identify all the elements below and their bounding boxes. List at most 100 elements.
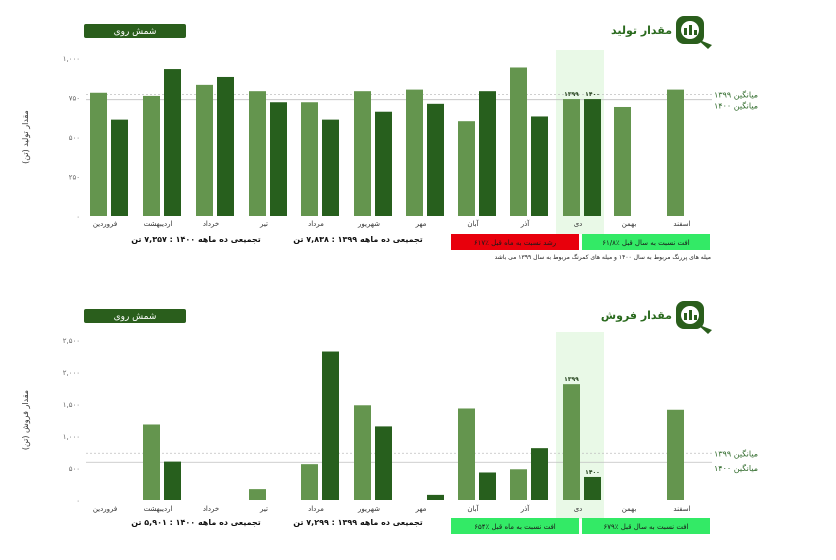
x-tick-label: تیر <box>259 220 268 228</box>
bar-1399-0 <box>90 92 107 216</box>
x-tick-label: شهریور <box>357 220 380 228</box>
bar-1400-1 <box>164 461 181 500</box>
x-tick-label: بهمن <box>622 220 637 228</box>
badge-bg <box>84 309 186 323</box>
bar-1399-1 <box>143 95 160 216</box>
bar-1400-7 <box>479 91 496 216</box>
y-tick-label: ۱,۵۰۰ <box>63 401 80 409</box>
chart-badge-icon <box>676 16 712 49</box>
x-tick-label: اردیبهشت <box>144 505 173 513</box>
bar-1399-2 <box>196 84 213 216</box>
badge-label: شمش روی <box>114 312 157 322</box>
bar-data-label: ۱۴۰۰ <box>585 91 600 98</box>
chart-title: مقدار فروش <box>601 309 672 322</box>
bar-1400-9 <box>584 99 601 216</box>
avg-1400-label: میانگین ۱۴۰۰ <box>714 463 758 473</box>
icon-bar-1 <box>684 313 687 320</box>
total-1400: تجمیعی ده ماهه ۱۴۰۰ : ۵,۹۰۱ تن <box>131 518 260 527</box>
bar-1399-11 <box>667 89 684 216</box>
bar-1400-8 <box>531 448 548 500</box>
bar-1400-5 <box>375 111 392 216</box>
y-tick-label: ۰ <box>76 213 80 221</box>
x-tick-label: خرداد <box>203 505 219 513</box>
y-tick-label: ۰ <box>76 497 80 505</box>
yearly-change-box <box>582 234 710 250</box>
y-tick-label: ۲,۵۰۰ <box>63 337 80 345</box>
chart-badge-icon <box>676 301 712 334</box>
x-tick-label: بهمن <box>622 505 637 513</box>
bar-1400-1 <box>164 69 181 216</box>
icon-tail <box>697 324 712 334</box>
badge-bg <box>84 24 186 38</box>
bar-1399-7 <box>458 408 475 500</box>
bar-1399-8 <box>510 67 527 216</box>
x-tick-label: مرداد <box>308 220 324 228</box>
total-1399: تجمیعی ده ماهه ۱۳۹۹ : ۷,۲۹۹ تن <box>293 518 422 527</box>
yearly-change-text: ۶۱/۸٪ افت نسبت به سال قبل <box>602 239 689 247</box>
bar-1400-4 <box>322 351 339 500</box>
icon-bar-3 <box>694 30 697 35</box>
bar-1400-3 <box>270 102 287 216</box>
x-tick-label: آذر <box>520 219 530 228</box>
bar-1400-0 <box>111 119 128 216</box>
y-tick-label: ۱,۰۰۰ <box>63 55 80 63</box>
x-tick-label: آبان <box>467 219 479 228</box>
x-tick-label: دی <box>574 505 583 513</box>
avg-1399-label: میانگین ۱۳۹۹ <box>714 448 758 458</box>
x-tick-label: اردیبهشت <box>144 220 173 228</box>
x-tick-label: اسفند <box>673 505 690 513</box>
bar-1399-4 <box>301 464 318 500</box>
x-tick-label: مرداد <box>308 505 324 513</box>
x-tick-label: دی <box>574 220 583 228</box>
x-tick-label: مهر <box>415 505 427 513</box>
monthly-change-box <box>451 234 579 250</box>
x-tick-label: فروردین <box>93 505 117 513</box>
bar-1399-3 <box>249 91 266 216</box>
y-tick-label: ۷۵۰ <box>69 95 80 103</box>
chart-panel-1: مقدار تولید شمش روی مقدار تولید (تن) ۰ ۲۵۰ ۵۰… <box>21 16 758 261</box>
chart-title: مقدار تولید <box>611 24 672 37</box>
bar-1399-11 <box>667 409 684 500</box>
x-tick-label: اسفند <box>673 220 690 228</box>
x-tick-label: مهر <box>415 220 427 228</box>
icon-bar-1 <box>684 28 687 35</box>
bar-1399-6 <box>406 89 423 216</box>
x-tick-label: تیر <box>259 505 268 513</box>
bar-1400-6 <box>427 494 444 500</box>
monthly-change-box <box>451 518 579 534</box>
bar-1399-3 <box>249 489 266 500</box>
bar-1400-2 <box>217 76 234 217</box>
icon-bar-3 <box>694 315 697 320</box>
bar-1400-4 <box>322 119 339 216</box>
x-tick-label: شهریور <box>357 505 380 513</box>
chart-panel-2: مقدار فروش شمش روی مقدار فروش (تن) ۰ ۵۰۰ ۱,۰۰… <box>21 301 758 534</box>
monthly-change-text: ۶۱۷٪ رشد نسبت به ماه قبل <box>474 239 556 247</box>
bar-1400-5 <box>375 426 392 500</box>
icon-bar-2 <box>689 25 692 35</box>
x-tick-label: آذر <box>520 504 530 513</box>
bar-1399-5 <box>354 91 371 216</box>
y-tick-label: ۲۵۰ <box>69 174 80 182</box>
y-tick-label: ۵۰۰ <box>69 134 80 142</box>
bar-1399-5 <box>354 405 371 500</box>
bar-1399-8 <box>510 469 527 500</box>
yearly-change-text: ۶۷۹٪ افت نسبت به سال قبل <box>603 523 688 531</box>
bar-1399-7 <box>458 121 475 216</box>
badge-label: شمش روی <box>114 27 157 37</box>
bar-data-label: ۱۴۰۰ <box>585 469 600 476</box>
total-1400: تجمیعی ده ماهه ۱۴۰۰ : ۷,۳۵۷ تن <box>131 235 260 244</box>
icon-tail <box>697 39 712 49</box>
legend-note: میله های پررنگ مربوط به سال ۱۴۰۰ و میله … <box>495 253 711 261</box>
bar-1399-9 <box>563 384 580 500</box>
bar-1399-1 <box>143 424 160 500</box>
monthly-change-text: ۶۵۴٪ افت نسبت به ماه قبل <box>474 523 556 531</box>
bar-data-label: ۱۳۹۹ <box>564 376 579 383</box>
y-axis-label: مقدار تولید (تن) <box>21 110 30 164</box>
yearly-change-box <box>582 518 710 534</box>
bar-1399-4 <box>301 102 318 216</box>
y-tick-label: ۲,۰۰۰ <box>63 369 80 377</box>
bar-1399-10 <box>614 106 631 216</box>
bar-1400-8 <box>531 116 548 216</box>
